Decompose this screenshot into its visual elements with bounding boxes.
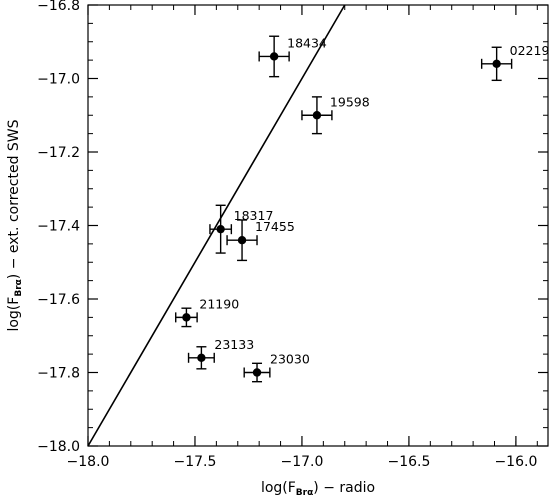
y-tick-label: −17.6 xyxy=(37,292,80,308)
data-point-label: 17455 xyxy=(255,219,295,234)
x-axis-title: log(FBrα) − radio xyxy=(261,480,375,498)
data-point-label: 18434 xyxy=(287,35,327,50)
data-point-group: 23133 xyxy=(187,337,254,370)
reference-line xyxy=(87,4,346,447)
data-point-group: 02219 xyxy=(480,43,550,82)
data-point xyxy=(269,52,279,61)
x-tick-label: −16.0 xyxy=(494,454,537,470)
x-tick-label: −16.5 xyxy=(387,454,430,470)
y-tick-label: −18.0 xyxy=(37,439,80,455)
plot-frame xyxy=(87,4,549,447)
y-tick-label: −17.0 xyxy=(37,72,80,88)
data-point-group: 17455 xyxy=(226,219,295,262)
x-axis-title-sub: Brα xyxy=(296,488,313,498)
data-point xyxy=(216,224,225,234)
x-axis-title-post: ) − radio xyxy=(313,480,375,496)
data-point-group: 18434 xyxy=(258,35,327,78)
y-axis-title-post: ) − ext. corrected SWS xyxy=(6,119,22,279)
x-tick-label: −17.5 xyxy=(174,454,217,470)
reference-line-layer xyxy=(87,4,346,447)
data-point-label: 23030 xyxy=(270,352,310,367)
data-point-label: 21190 xyxy=(199,296,239,311)
data-point-label: 02219 xyxy=(510,43,550,58)
y-axis-title-sub: Brα xyxy=(14,279,24,296)
y-axis-title: log(FBrα) − ext. corrected SWS xyxy=(6,119,24,331)
major-ticks xyxy=(87,4,548,447)
data-point xyxy=(182,313,191,322)
data-point-group: 23030 xyxy=(243,352,310,383)
y-axis-title-pre: log(F xyxy=(6,297,22,332)
x-tick-label: −17.0 xyxy=(281,454,324,470)
data-point xyxy=(252,368,262,377)
data-point xyxy=(197,353,206,362)
x-axis-title-pre: log(F xyxy=(261,480,296,496)
y-tick-label: −17.2 xyxy=(37,145,80,161)
y-tick-label: −17.4 xyxy=(37,219,80,235)
y-tick-label: −17.8 xyxy=(37,366,80,382)
data-point xyxy=(312,111,322,120)
y-tick-label: −16.8 xyxy=(37,0,80,14)
data-point-group: 21190 xyxy=(175,296,239,328)
data-point xyxy=(492,59,501,68)
data-point xyxy=(237,236,247,245)
data-point-label: 19598 xyxy=(330,94,370,109)
minor-ticks xyxy=(87,4,548,447)
data-point-label: 23133 xyxy=(214,337,254,352)
x-tick-label: −18.0 xyxy=(67,454,110,470)
data-point-group: 19598 xyxy=(301,94,370,135)
tick-labels: −18.0 −17.5 −17.0 −16.5 −16.0 −18.0 −17.8 −17.6… xyxy=(37,0,537,470)
